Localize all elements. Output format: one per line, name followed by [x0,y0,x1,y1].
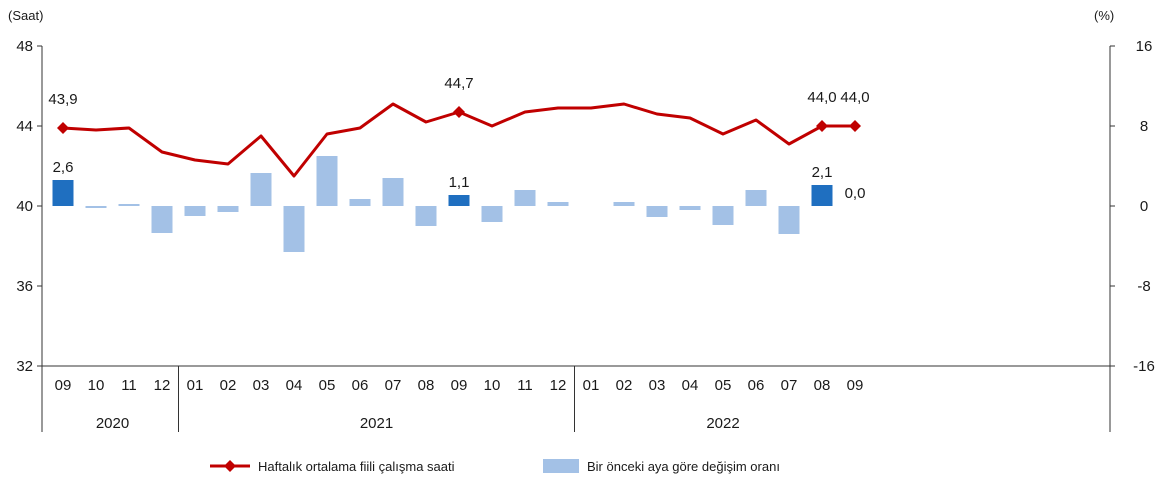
legend-label-line: Haftalık ortalama fiili çalışma saati [258,459,455,474]
bar [481,206,503,222]
line-point-marker [453,106,465,118]
x-tick-label: 08 [814,377,831,394]
bar [448,195,470,206]
line-layer [57,102,861,178]
bar [778,206,800,234]
year-label: 2020 [96,415,129,432]
bar [349,199,371,206]
left-axis-unit: (Saat) [8,8,43,23]
x-tick-label: 01 [187,377,204,394]
right-tick-label: -16 [1133,358,1155,375]
left-tick-label: 48 [16,38,33,55]
x-tick-label: 09 [451,377,468,394]
legend-label-bar: Bir önceki aya göre değişim oranı [587,459,780,474]
x-tick-label: 02 [616,377,633,394]
bar [613,202,635,206]
bar [646,206,668,217]
x-tick-label: 10 [88,377,105,394]
right-tick-label: 0 [1140,198,1148,215]
bar [52,180,74,206]
bar [415,206,437,226]
x-tick-label: 10 [484,377,501,394]
bar [745,190,767,206]
bar [547,202,569,206]
bar [712,206,734,225]
bars-layer [52,156,833,252]
bar-data-label: 0,0 [845,185,866,202]
x-tick-label: 09 [847,377,864,394]
bar-data-label: 2,6 [53,159,74,176]
x-tick-label: 05 [319,377,336,394]
line-data-label: 44,7 [444,75,473,92]
year-label: 2022 [706,415,739,432]
x-tick-label: 05 [715,377,732,394]
x-tick-label: 07 [385,377,402,394]
bar [250,173,272,206]
bar [217,206,239,212]
bar [514,190,536,206]
right-tick-label: 8 [1140,118,1148,135]
x-tick-label: 04 [286,377,303,394]
labels-layer: 43,9 44,7 44,0 44,0 2,6 1,1 2,1 0,0 [48,75,869,202]
left-tick-label: 32 [16,358,33,375]
x-tick-label: 03 [253,377,270,394]
left-tick-label: 40 [16,198,33,215]
x-tick-label: 12 [154,377,171,394]
legend-bar-swatch [543,459,579,473]
x-tick-label: 02 [220,377,237,394]
bar [382,178,404,206]
line-point-marker [57,122,69,134]
x-tick-label: 07 [781,377,798,394]
legend: Haftalık ortalama fiili çalışma saati Bir… [210,459,780,474]
left-tick-label: 44 [16,118,33,135]
line-data-label: 44,0 [807,89,836,106]
x-tick-label: 08 [418,377,435,394]
left-tick-label: 36 [16,278,33,295]
bar [85,206,107,208]
x-tick-label: 11 [517,377,533,394]
bar [283,206,305,252]
x-tick-label: 12 [550,377,567,394]
bar-data-label: 2,1 [812,164,833,181]
right-tick-label: 16 [1136,38,1153,55]
line-point-marker [816,120,828,132]
year-label: 2021 [360,415,393,432]
x-tick-label: 06 [352,377,369,394]
bar [679,206,701,210]
line-data-label: 44,0 [840,89,869,106]
right-tick-label: -8 [1137,278,1150,295]
x-tick-label: 04 [682,377,699,394]
x-tick-label: 11 [121,377,137,394]
legend-line-marker [224,460,236,472]
x-tick-label: 01 [583,377,600,394]
line-point-marker [849,120,861,132]
x-tick-label: 03 [649,377,666,394]
bar [184,206,206,216]
line-data-label: 43,9 [48,91,77,108]
right-axis-unit: (%) [1094,8,1114,23]
bar [811,185,833,206]
bar [118,204,140,206]
x-tick-label: 06 [748,377,765,394]
bar-data-label: 1,1 [449,174,470,191]
bar [151,206,173,233]
bar [316,156,338,206]
x-tick-label: 09 [55,377,72,394]
